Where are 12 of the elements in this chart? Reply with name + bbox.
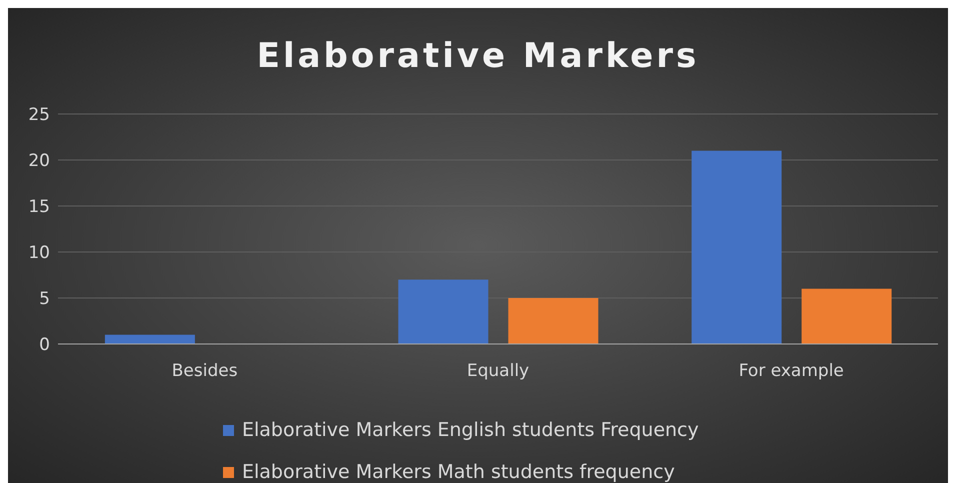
y-tick-label: 5 [39, 289, 50, 310]
y-tick-label: 15 [28, 197, 50, 218]
x-tick-label: Besides [172, 361, 238, 382]
y-tick-label: 25 [28, 105, 50, 126]
y-tick-label: 10 [28, 243, 50, 264]
y-tick-label: 20 [28, 151, 50, 172]
legend-label: Elaborative Markers English students Frequency [242, 419, 699, 441]
y-tick-label: 0 [39, 335, 50, 356]
x-tick-label: For example [738, 361, 844, 382]
legend-label: Elaborative Markers Math students frequency [242, 461, 675, 483]
chart-title: Elaborative Markers [256, 34, 700, 78]
x-tick-label: Equally [466, 361, 530, 382]
